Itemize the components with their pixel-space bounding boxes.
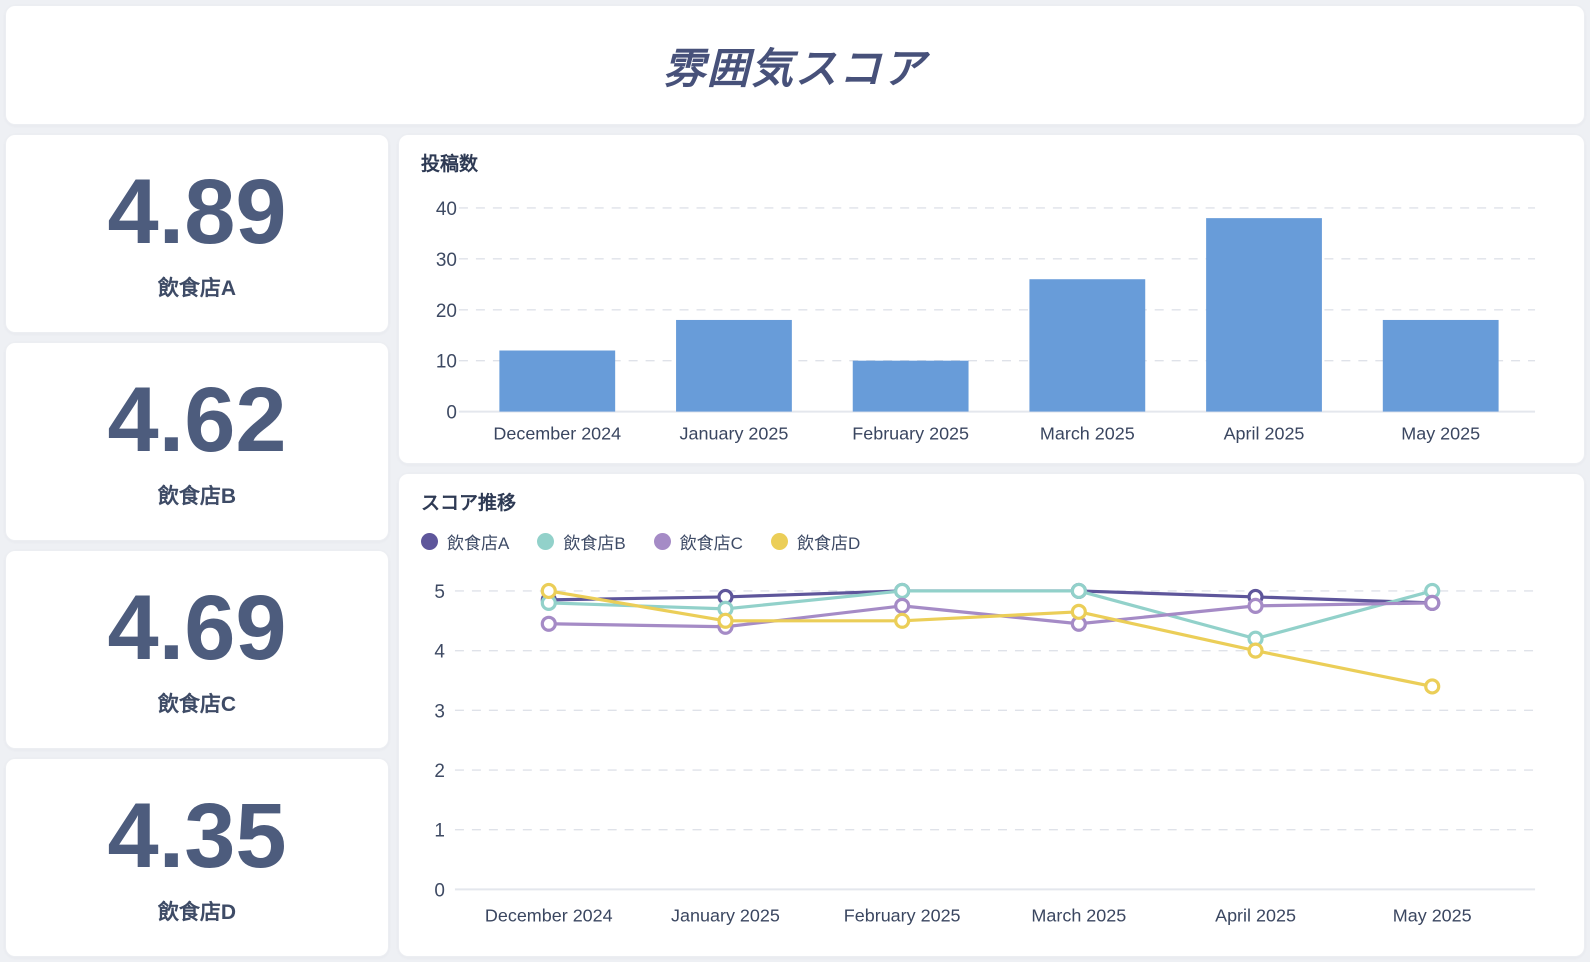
x-label-january-2025: January 2025 [671,905,780,925]
line-chart-legend: 飲食店A 飲食店B 飲食店C 飲食店D [421,529,1562,554]
series-飲食店d [540,582,1441,695]
legend-item-飲食店c: 飲食店C [653,529,743,554]
legend-dot-icon [653,533,671,550]
legend-item-飲食店b: 飲食店B [537,529,626,554]
data-point-飲食店c-december-2024 [540,615,557,632]
score-card-飲食店d: 4.35 飲食店D [5,758,389,957]
x-label-january-2025: January 2025 [680,424,789,444]
legend-item-飲食店a: 飲食店A [421,529,509,554]
x-label-february-2025: February 2025 [844,905,961,925]
series-line-飲食店b [547,589,1434,641]
score-label: 飲食店A [157,276,237,300]
score-label: 飲食店C [157,692,237,716]
bar-march-2025 [1029,279,1146,412]
score-card-column: 4.89 飲食店A 4.62 飲食店B 4.69 飲食店C 4.35 飲食店D [5,134,389,957]
y-tick-20: 20 [436,301,457,322]
bar-january-2025 [676,319,792,412]
score-value: 4.35 [107,784,287,887]
legend-dot-icon [537,533,555,550]
dashboard-content: 4.89 飲食店A 4.62 飲食店B 4.69 飲食店C 4.35 飲食店D 投稿数 0 10… [5,134,1585,957]
data-point-飲食店d-january-2025 [717,612,734,629]
data-point-飲食店d-february-2025 [894,612,911,629]
score-label: 飲食店B [157,484,237,508]
score-value: 4.89 [107,160,287,263]
bar-chart-title: 投稿数 [421,154,479,175]
legend-label: 飲食店C [679,534,743,553]
dashboard-header: 雰囲気スコア [5,5,1585,125]
x-label-april-2025: April 2025 [1215,905,1296,925]
x-label-february-2025: February 2025 [852,424,969,444]
x-label-december-2024: December 2024 [493,424,621,444]
score-trend-line-chart: 0 1 2 3 4 5 December 2024 January 2025 February … [434,582,1536,925]
y-tick-2: 2 [434,761,445,782]
y-tick-40: 40 [436,199,457,220]
y-tick-30: 30 [436,250,457,271]
x-label-december-2024: December 2024 [485,905,613,925]
score-value: 4.62 [107,368,287,471]
score-trend-chart-card: スコア推移 飲食店A 飲食店B 飲食店C 飲食店D 0 1 2 3 4 5 December 20… [398,473,1585,957]
y-tick-1: 1 [434,821,445,842]
x-label-march-2025: March 2025 [1040,424,1135,444]
x-label-may-2025: May 2025 [1393,905,1472,925]
legend-label: 飲食店D [796,534,861,553]
bar-april-2025 [1206,218,1322,412]
data-point-飲食店d-may-2025 [1424,678,1441,695]
x-label-april-2025: April 2025 [1224,424,1305,444]
line-chart-title: スコア推移 [421,493,517,514]
series-line-飲食店a [547,589,1434,605]
legend-dot-icon [421,533,438,550]
legend-item-飲食店d: 飲食店D [770,529,861,554]
series-飲食店b [540,582,1441,647]
y-tick-5: 5 [434,582,445,603]
score-card-飲食店a: 4.89 飲食店A [5,134,389,333]
data-point-飲食店b-march-2025 [1070,582,1087,600]
score-label: 飲食店D [157,900,237,924]
posts-bar-chart: 0 10 20 30 40 December 2024 January 2025 Februa… [436,199,1536,444]
data-point-飲食店d-march-2025 [1070,603,1087,620]
score-value: 4.69 [107,576,287,679]
posts-bar-chart-card: 投稿数 0 10 20 30 40 December 2024 January 2025 Fe… [398,134,1585,464]
x-label-may-2025: May 2025 [1401,424,1480,444]
data-point-飲食店d-december-2024 [540,582,557,600]
page-title: 雰囲気スコア [662,44,927,92]
bar-february-2025 [852,360,969,412]
score-card-飲食店b: 4.62 飲食店B [5,342,389,541]
y-tick-3: 3 [434,701,445,722]
y-tick-0: 0 [446,403,457,424]
y-tick-4: 4 [434,642,445,663]
data-point-飲食店d-april-2025 [1247,642,1264,659]
legend-label: 飲食店B [563,534,626,553]
charts-column: 投稿数 0 10 20 30 40 December 2024 January 2025 Fe… [398,134,1585,957]
data-point-飲食店c-may-2025 [1424,594,1441,611]
legend-dot-icon [770,533,788,550]
data-point-飲食店c-april-2025 [1247,597,1264,614]
data-point-飲食店c-february-2025 [894,597,911,614]
data-point-飲食店b-february-2025 [894,582,911,600]
bar-may-2025 [1382,319,1499,412]
series-line-飲食店d [547,589,1434,689]
y-tick-0: 0 [434,880,445,901]
y-tick-10: 10 [436,352,457,373]
bar-december-2024 [499,350,616,412]
x-label-march-2025: March 2025 [1031,905,1126,925]
legend-label: 飲食店A [447,534,510,553]
score-card-飲食店c: 4.69 飲食店C [5,550,389,749]
